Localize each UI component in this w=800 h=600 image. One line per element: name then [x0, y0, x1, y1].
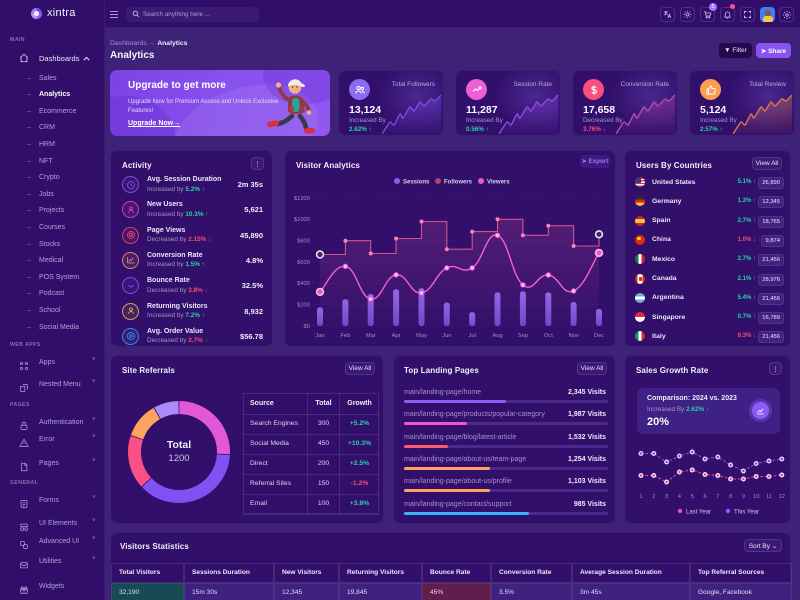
svg-text:Feb: Feb	[340, 333, 350, 339]
svg-text:Nov: Nov	[568, 333, 578, 339]
svg-text:8: 8	[729, 494, 732, 500]
svg-text:12: 12	[779, 494, 785, 500]
svg-text:$800: $800	[297, 239, 310, 245]
svg-text:11: 11	[766, 494, 772, 500]
svg-text:$200: $200	[297, 303, 310, 309]
svg-text:5: 5	[691, 494, 694, 500]
svg-text:4: 4	[678, 494, 682, 500]
svg-text:$600: $600	[297, 260, 310, 266]
svg-text:3: 3	[665, 494, 668, 500]
svg-text:10: 10	[753, 494, 759, 500]
svg-text:Mar: Mar	[366, 333, 376, 339]
svg-text:This Year: This Year	[734, 510, 759, 516]
svg-text:7: 7	[716, 494, 719, 500]
svg-text:$1200: $1200	[294, 196, 310, 202]
svg-text:May: May	[416, 333, 427, 339]
svg-text:Jul: Jul	[468, 333, 475, 339]
svg-text:6: 6	[703, 494, 706, 500]
svg-text:$0: $0	[304, 324, 310, 330]
svg-text:Oct: Oct	[544, 333, 553, 339]
svg-text:1: 1	[639, 494, 642, 500]
svg-text:Jun: Jun	[442, 333, 451, 339]
svg-text:$400: $400	[297, 281, 310, 287]
svg-text:$1000: $1000	[294, 217, 310, 223]
svg-text:Viewers: Viewers	[487, 180, 510, 186]
svg-text:Followers: Followers	[444, 180, 473, 186]
svg-text:Aug: Aug	[492, 333, 502, 339]
svg-text:Jan: Jan	[315, 333, 324, 339]
svg-text:Dec: Dec	[594, 333, 604, 339]
svg-text:Sessions: Sessions	[403, 180, 430, 186]
svg-text:Last Year: Last Year	[686, 510, 711, 516]
svg-text:Apr: Apr	[392, 333, 401, 339]
svg-text:Sep: Sep	[518, 333, 528, 339]
svg-text:9: 9	[742, 494, 745, 500]
svg-text:2: 2	[652, 494, 655, 500]
